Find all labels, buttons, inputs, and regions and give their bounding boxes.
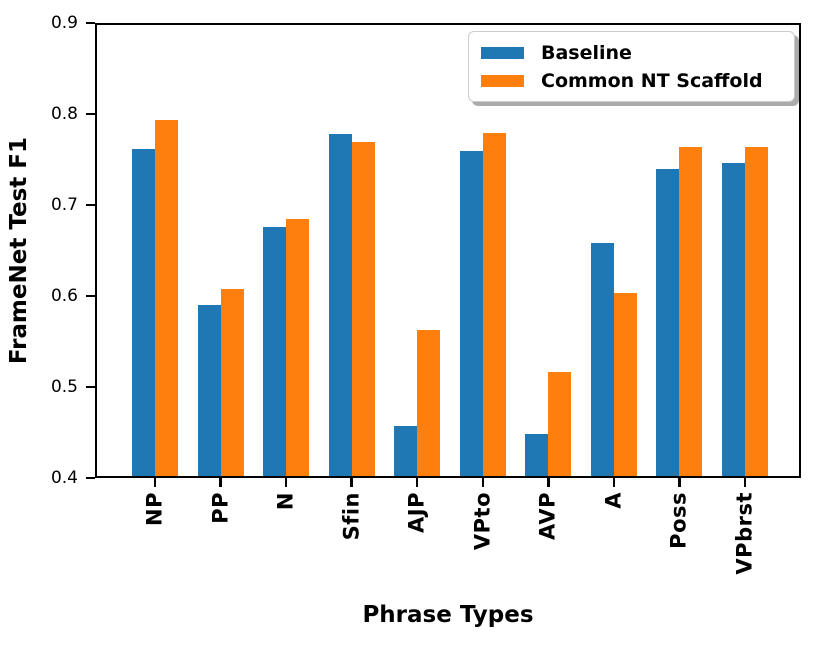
- bar-common-nt-scaffold-np: [155, 120, 178, 478]
- bar-common-nt-scaffold-a: [613, 293, 637, 478]
- bar-baseline-avp: [525, 434, 549, 478]
- y-tick-mark: [86, 294, 95, 298]
- y-axis-label-wrap: FrameNet Test F1: [0, 23, 38, 478]
- bar-common-nt-scaffold-vpbrst: [745, 146, 769, 478]
- legend-label: Common NT Scaffold: [541, 69, 763, 92]
- bar-baseline-np: [132, 148, 155, 478]
- bar-common-nt-scaffold-poss: [679, 146, 703, 478]
- legend-item-baseline: Baseline: [481, 41, 782, 64]
- x-tick-mark: [743, 478, 747, 487]
- y-tick-mark: [86, 203, 95, 207]
- x-tick-label-vpbrst: VPbrst: [732, 492, 757, 575]
- y-tick-mark: [86, 385, 95, 389]
- x-axis-label: Phrase Types: [362, 602, 534, 628]
- x-tick-mark: [481, 478, 485, 487]
- bar-common-nt-scaffold-avp: [548, 372, 572, 478]
- bar-common-nt-scaffold-sfin: [351, 142, 375, 478]
- bar-baseline-vpbrst: [722, 163, 746, 478]
- y-tick-mark: [86, 21, 95, 25]
- y-tick-label: 0.8: [50, 104, 78, 124]
- x-tick-mark: [547, 478, 550, 487]
- bar-common-nt-scaffold-vpto: [482, 133, 506, 478]
- x-tick-label-poss: Poss: [666, 492, 691, 549]
- x-tick-label-avp: AVP: [535, 492, 560, 540]
- y-tick-mark: [86, 112, 95, 116]
- x-tick-mark: [415, 478, 419, 487]
- bar-baseline-poss: [656, 168, 680, 478]
- x-tick-mark: [612, 478, 616, 487]
- bars-layer: [95, 23, 801, 478]
- x-tick-label-ajp: AJP: [404, 492, 429, 533]
- x-tick-label-np: NP: [142, 492, 167, 526]
- bar-common-nt-scaffold-ajp: [417, 329, 441, 478]
- x-tick-mark: [219, 478, 222, 487]
- x-tick-label-pp: PP: [208, 492, 232, 524]
- bar-baseline-n: [263, 226, 287, 478]
- x-tick-label-n: N: [273, 492, 298, 511]
- legend-swatch-icon: [481, 46, 524, 59]
- x-tick-mark: [678, 478, 681, 487]
- x-tick-mark: [284, 478, 288, 487]
- bar-baseline-pp: [197, 305, 221, 478]
- y-tick-mark: [86, 476, 95, 480]
- legend-swatch-icon: [481, 74, 524, 87]
- bar-baseline-sfin: [328, 134, 352, 478]
- legend: Baseline Common NT Scaffold: [468, 31, 795, 102]
- legend-item-common-nt-scaffold: Common NT Scaffold: [481, 69, 782, 92]
- bar-baseline-ajp: [394, 426, 418, 478]
- legend-label: Baseline: [541, 41, 632, 64]
- bar-common-nt-scaffold-n: [286, 218, 310, 478]
- y-axis-label: FrameNet Test F1: [6, 136, 32, 365]
- bar-baseline-a: [590, 243, 614, 478]
- y-tick-label: 0.6: [50, 286, 78, 306]
- plot-area: [95, 23, 801, 478]
- y-tick-label: 0.4: [50, 468, 78, 488]
- x-tick-mark: [153, 478, 157, 487]
- x-tick-label-a: A: [601, 492, 626, 509]
- bar-baseline-vpto: [459, 151, 483, 478]
- bar-common-nt-scaffold-pp: [220, 288, 244, 478]
- y-tick-label: 0.9: [50, 13, 78, 33]
- x-tick-mark: [350, 478, 353, 487]
- y-tick-label: 0.5: [50, 377, 78, 397]
- y-tick-label: 0.7: [50, 195, 78, 215]
- x-tick-label-sfin: Sfin: [339, 492, 364, 541]
- x-tick-label-vpto: VPto: [470, 492, 495, 551]
